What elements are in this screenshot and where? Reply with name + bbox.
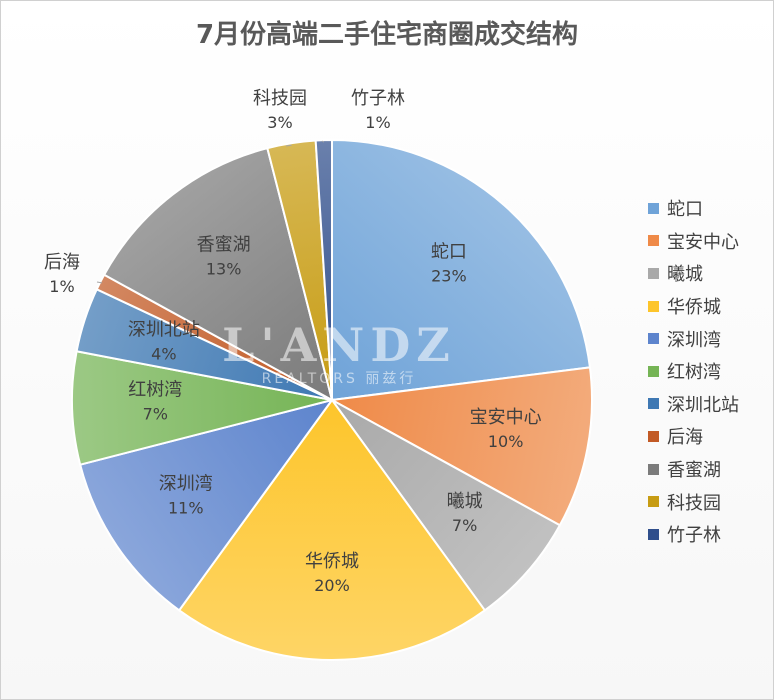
legend-swatch-9 [648,463,659,475]
legend-swatch-5 [648,333,659,345]
legend-label-8: 后海 [667,427,703,449]
legend-label-2: 宝安中心 [667,231,739,253]
pie-slice-4 [177,398,487,661]
slice-label-value-9: 13% [206,259,242,278]
slice-label-value-3: 7% [452,516,477,535]
legend-swatch-10 [648,496,659,508]
leader-line-8 [96,281,103,284]
legend-item-2: 宝安中心 [648,225,772,258]
legend-item-9: 香蜜湖 [648,453,772,486]
legend-swatch-7 [648,398,659,410]
slice-label-name-8: 后海 [44,252,80,273]
legend-item-10: 科技园 [648,485,772,518]
slice-label-value-5: 11% [168,498,204,517]
legend-label-4: 华侨城 [667,297,721,319]
slice-label-name-10: 科技园 [253,88,307,109]
leader-line-11 [321,140,325,143]
legend-swatch-2 [648,235,659,247]
slice-label-value-1: 23% [431,266,467,285]
slice-label-name-5: 深圳湾 [159,473,213,494]
leader-line-10 [285,144,292,147]
legend-item-8: 后海 [648,420,772,453]
legend-label-9: 香蜜湖 [667,460,721,482]
slice-label-name-9: 香蜜湖 [197,234,251,255]
legend-label-5: 深圳湾 [667,329,721,351]
pie-slice-11 [314,138,333,401]
chart-legend: 蛇口宝安中心曦城华侨城深圳湾红树湾深圳北站后海香蜜湖科技园竹子林 [648,192,772,551]
pie-slice-2 [328,366,593,527]
slice-label-value-6: 7% [143,405,168,424]
legend-item-6: 红树湾 [648,355,772,388]
slice-label-value-8: 1% [49,277,74,296]
slice-label-value-7: 4% [151,344,176,363]
legend-swatch-1 [648,202,659,214]
legend-item-1: 蛇口 [648,192,772,225]
legend-swatch-3 [648,267,659,279]
pie-slice-1 [331,138,592,402]
legend-item-4: 华侨城 [648,290,772,323]
chart-title: 7月份高端二手住宅商圈成交结构 [195,20,579,50]
legend-label-3: 曦城 [667,264,703,286]
slice-label-name-1: 蛇口 [431,241,467,262]
slice-label-value-11: 1% [365,113,390,132]
legend-swatch-6 [648,365,659,377]
slice-label-name-3: 曦城 [447,491,483,512]
slice-label-name-6: 红树湾 [128,380,182,401]
slice-label-name-4: 华侨城 [305,551,359,572]
pie-slice-6 [71,350,333,466]
slice-label-value-10: 3% [267,113,292,132]
legend-item-7: 深圳北站 [648,388,772,421]
legend-item-3: 曦城 [648,257,772,290]
pie-slice-5 [78,398,335,612]
legend-label-11: 竹子林 [667,525,721,547]
legend-label-7: 深圳北站 [667,394,739,416]
legend-label-10: 科技园 [667,492,721,514]
slice-label-value-2: 10% [488,432,524,451]
pie-slice-9 [102,146,334,402]
legend-item-11: 竹子林 [648,518,772,551]
slice-label-value-4: 20% [314,576,350,595]
legend-swatch-11 [648,528,659,540]
legend-item-5: 深圳湾 [648,322,772,355]
legend-swatch-8 [648,430,659,442]
slice-label-name-11: 竹子林 [351,88,405,109]
pie-slice-3 [331,399,562,612]
slice-label-name-2: 宝安中心 [470,407,542,428]
legend-label-6: 红树湾 [667,362,721,384]
legend-swatch-4 [648,300,659,312]
slice-label-name-7: 深圳北站 [128,319,200,340]
legend-label-1: 蛇口 [667,199,703,221]
